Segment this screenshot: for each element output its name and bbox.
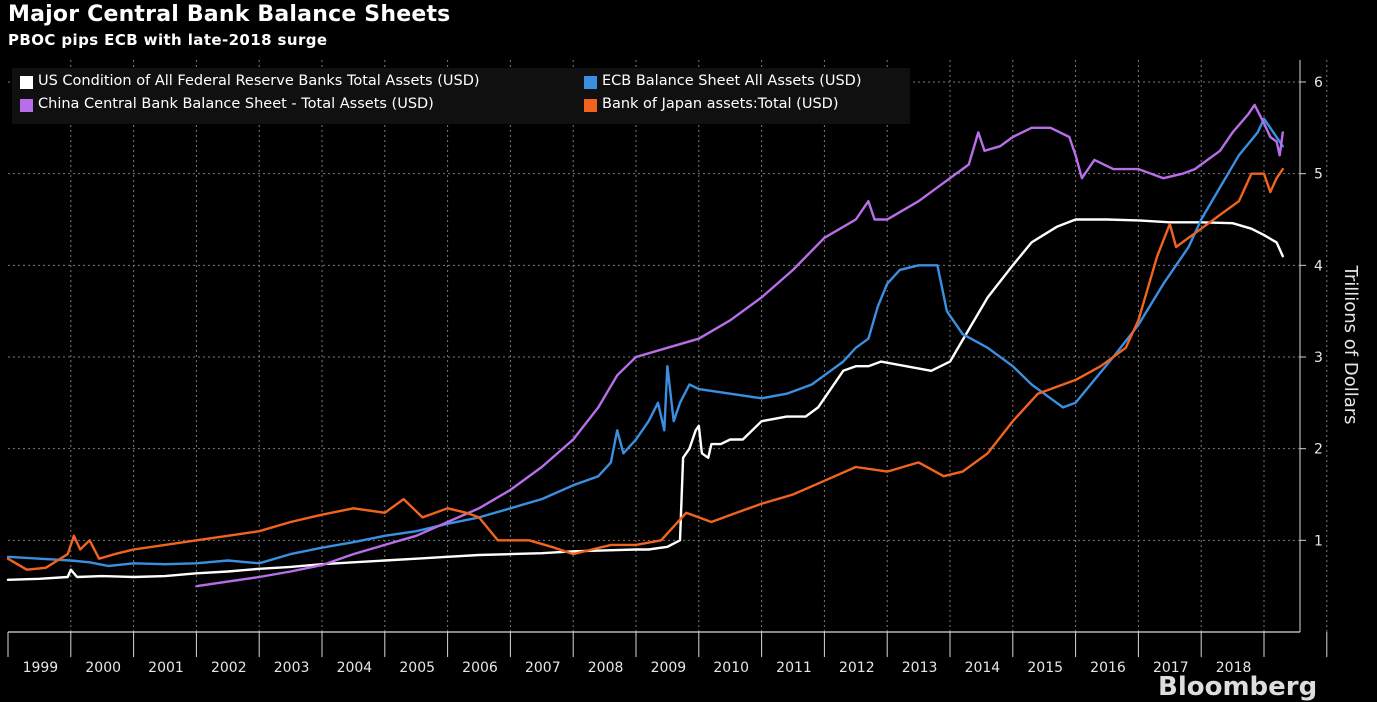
x-tick-label: 2003 xyxy=(274,660,310,676)
x-tick-label: 2018 xyxy=(1216,660,1252,676)
x-tick-label: 2005 xyxy=(399,660,435,676)
legend-swatch-boj xyxy=(584,99,597,112)
y-axis-label: Trillions of Dollars xyxy=(1340,264,1361,424)
axis-labels: 1 2 3 4 5 6 1999 2000 2001 2002 2003 2004 2005 2006 20… xyxy=(23,75,1361,676)
y-tick-label: 1 xyxy=(1314,533,1323,549)
legend-swatch-china xyxy=(20,99,33,112)
legend-swatch-ecb xyxy=(584,76,597,89)
y-tick-label: 5 xyxy=(1314,167,1323,183)
legend: US Condition of All Federal Reserve Bank… xyxy=(12,68,910,124)
y-tick-label: 4 xyxy=(1314,258,1323,274)
ecb-line xyxy=(6,117,1284,568)
x-tick-label: 2015 xyxy=(1027,660,1063,676)
legend-label-boj: Bank of Japan assets:Total (USD) xyxy=(602,96,839,112)
x-tick-label: 2009 xyxy=(651,660,687,676)
legend-label-us: US Condition of All Federal Reserve Bank… xyxy=(38,73,480,89)
series-lines xyxy=(6,103,1284,588)
x-tick-label: 2000 xyxy=(85,660,121,676)
legend-label-ecb: ECB Balance Sheet All Assets (USD) xyxy=(602,73,862,89)
boj-line xyxy=(6,167,1284,571)
x-tick-label: 2011 xyxy=(776,660,812,676)
chart-subtitle: PBOC pips ECB with late-2018 surge xyxy=(8,31,328,49)
y-tick-label: 6 xyxy=(1314,75,1323,91)
x-tick-label: 2016 xyxy=(1090,660,1126,676)
legend-label-china: China Central Bank Balance Sheet - Total… xyxy=(38,96,434,112)
x-tick-label: 2017 xyxy=(1153,660,1189,676)
x-tick-label: 2002 xyxy=(211,660,247,676)
china-pboc-line xyxy=(195,103,1284,588)
x-tick-label: 2010 xyxy=(713,660,749,676)
x-tick-label: 2004 xyxy=(337,660,373,676)
y-tick-label: 2 xyxy=(1314,442,1323,458)
legend-swatch-us xyxy=(20,76,33,89)
us-fed-line xyxy=(6,218,1284,581)
x-tick-label: 2014 xyxy=(965,660,1001,676)
x-tick-label: 2008 xyxy=(588,660,624,676)
y-tick-label: 3 xyxy=(1314,350,1323,366)
x-tick-label: 2007 xyxy=(525,660,561,676)
x-tick-label: 2001 xyxy=(148,660,184,676)
x-tick-label: 2006 xyxy=(462,660,498,676)
chart-title: Major Central Bank Balance Sheets xyxy=(8,2,451,27)
x-tick-label: 2013 xyxy=(902,660,938,676)
x-tick-label: 1999 xyxy=(23,660,59,676)
axes xyxy=(7,60,1328,657)
bloomberg-watermark: Bloomberg xyxy=(1158,672,1318,702)
chart-area: 1 2 3 4 5 6 1999 2000 2001 2002 2003 2004 2005 2006 20… xyxy=(6,60,1361,676)
x-tick-label: 2012 xyxy=(839,660,875,676)
